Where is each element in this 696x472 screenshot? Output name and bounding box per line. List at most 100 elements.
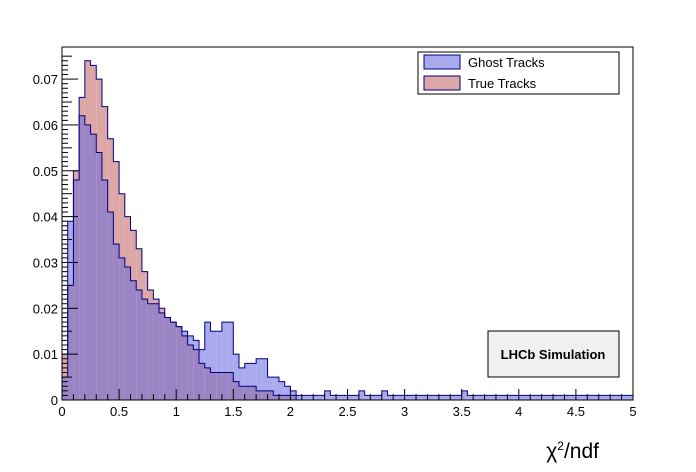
bin-ghost-excess-bar (307, 395, 314, 400)
bin-overlap-bar (107, 212, 114, 400)
x-axis-title-base: χ (546, 440, 557, 463)
bin-ghost-excess-bar (256, 358, 262, 391)
bin-overlap-bar (273, 395, 279, 400)
bin-ghost-excess-bar (570, 395, 576, 400)
bin-overlap-bar (170, 322, 177, 400)
bin-true-excess-bar (153, 299, 160, 304)
bin-ghost-excess-bar (541, 395, 548, 400)
legend-label-ghost: Ghost Tracks (468, 55, 545, 70)
bin-ghost-excess-bar (404, 395, 411, 400)
bin-true-excess-bar (119, 193, 125, 258)
bin-true-excess-bar (84, 60, 91, 125)
bin-true-excess-bar (62, 354, 68, 378)
bin-overlap-bar (187, 344, 194, 400)
bin-ghost-excess-bar (621, 395, 628, 400)
x-tick-label: 0 (58, 404, 65, 419)
bin-ghost-excess-bar (518, 395, 525, 400)
bin-ghost-excess-bar (535, 395, 542, 400)
bin-overlap-bar (153, 303, 160, 400)
bin-overlap-bar (290, 395, 297, 400)
bin-ghost-excess-bar (564, 395, 571, 400)
bin-overlap-bar (113, 244, 120, 400)
bin-overlap-bar (84, 124, 91, 401)
bin-ghost-excess-bar (313, 395, 319, 400)
bin-ghost-excess-bar (575, 395, 582, 400)
bin-ghost-excess-bar (553, 395, 559, 400)
bin-ghost-excess-bar (587, 395, 594, 400)
bin-true-excess-bar (73, 170, 80, 180)
y-tick-label: 0.03 (33, 255, 58, 270)
bin-ghost-excess-bar (290, 390, 297, 396)
bin-overlap-bar (101, 179, 108, 400)
bin-ghost-excess-bar (387, 395, 394, 400)
bin-true-excess-bar (113, 161, 120, 245)
bin-overlap-bar (204, 367, 211, 400)
bin-overlap-bar (227, 372, 234, 400)
ghost-tracks-outline (61, 115, 634, 400)
bin-ghost-excess-bar (227, 322, 234, 373)
bin-ghost-excess-bar (593, 395, 599, 400)
bin-ghost-excess-bar (461, 390, 468, 400)
bin-ghost-excess-bar (301, 395, 308, 400)
bin-overlap-bar (193, 349, 200, 400)
x-tick-label: 4.5 (567, 404, 585, 419)
bin-true-excess-bar (136, 248, 142, 290)
bin-overlap-bar (278, 395, 285, 400)
bin-ghost-excess-bar (353, 395, 359, 400)
bin-ghost-excess-bar (210, 331, 217, 373)
bin-true-excess-bar (90, 65, 97, 135)
y-tick-label: 0.05 (33, 164, 58, 179)
bin-ghost-excess-bar (501, 395, 508, 400)
bin-ghost-excess-bar (484, 395, 491, 400)
bin-ghost-excess-bar (204, 322, 211, 368)
legend-label-true: True Tracks (468, 76, 537, 91)
x-tick-label: 1 (173, 404, 180, 419)
y-tick-label: 0.06 (33, 118, 58, 133)
bin-ghost-excess-bar (490, 395, 496, 400)
bin-true-excess-bar (79, 97, 85, 116)
bin-overlap-bar (79, 115, 85, 400)
bin-ghost-excess-bar (233, 354, 240, 382)
bin-ghost-excess-bar (547, 395, 554, 400)
bin-ghost-excess-bar (370, 395, 377, 400)
x-tick-label: 4 (515, 404, 522, 419)
bin-ghost-excess-bar (467, 395, 474, 400)
x-axis-title-rest: /ndf (564, 440, 599, 463)
bin-ghost-excess-bar (187, 335, 194, 345)
bin-overlap-bar (284, 395, 291, 400)
y-axis: 0 0.01 0.02 0.03 0.04 0.05 0.06 0.07 (33, 55, 78, 408)
bin-overlap-bar (176, 326, 182, 400)
bin-ghost-excess-bar (330, 395, 337, 400)
bin-ghost-excess-bar (598, 395, 605, 400)
x-tick-label: 1.5 (224, 404, 242, 419)
bin-true-excess-bar (101, 106, 108, 180)
bin-ghost-excess-bar (341, 395, 348, 400)
histogram-layer (61, 60, 634, 401)
x-tick-label: 3 (401, 404, 408, 419)
bin-overlap-bar (261, 390, 268, 400)
bin-overlap-bar (164, 317, 171, 400)
bin-ghost-excess-bar (610, 395, 616, 400)
bin-ghost-excess-bar (250, 363, 257, 387)
bin-ghost-excess-bar (364, 395, 371, 400)
bin-ghost-excess-bar (336, 395, 342, 400)
bin-ghost-excess-bar (433, 395, 439, 400)
bin-overlap-bar (119, 257, 125, 400)
x-tick-label: 3.5 (453, 404, 471, 419)
x-tick-label: 0.5 (110, 404, 128, 419)
y-tick-label: 0.02 (33, 301, 58, 316)
bin-ghost-excess-bar (495, 395, 502, 400)
bin-ghost-excess-bar (267, 377, 274, 391)
bin-ghost-excess-bar (244, 363, 251, 387)
y-tick-label: 0.01 (33, 347, 58, 362)
lhcb-simulation-badge: LHCb Simulation (487, 330, 620, 378)
bin-overlap-bar (147, 303, 154, 400)
bin-ghost-excess-bar (199, 349, 205, 364)
bin-ghost-excess-bar (421, 395, 428, 400)
bin-true-excess-bar (124, 216, 131, 268)
bin-overlap-bar (256, 390, 262, 400)
bin-overlap-bar (199, 363, 205, 400)
bin-overlap-bar (159, 312, 165, 400)
bin-overlap-bar (90, 134, 97, 401)
bin-ghost-excess-bar (444, 395, 451, 400)
